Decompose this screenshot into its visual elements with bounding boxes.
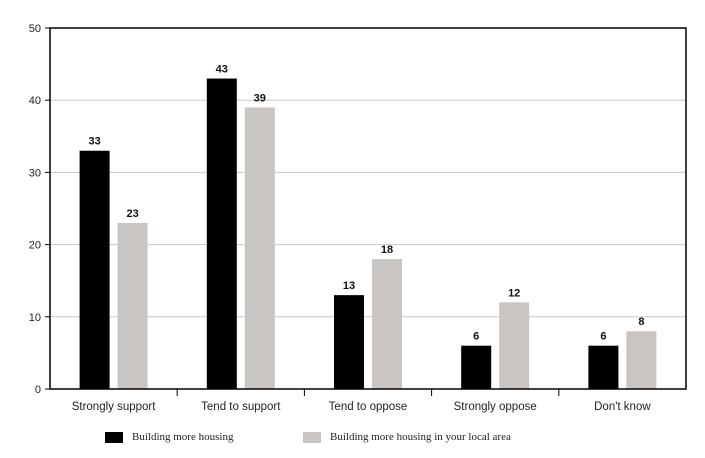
bar-series-2-cat-3 bbox=[499, 302, 530, 389]
bar-series-1-cat-2 bbox=[334, 295, 364, 389]
data-label-series-1-cat-1: 43 bbox=[216, 64, 228, 76]
data-label-series-2-cat-3: 12 bbox=[508, 287, 520, 299]
y-axis: 0 10 20 30 40 50 bbox=[29, 23, 50, 396]
data-label-series-1-cat-0: 33 bbox=[88, 136, 100, 148]
gridlines bbox=[50, 99, 686, 318]
x-category-label-3: Strongly oppose bbox=[454, 401, 537, 413]
data-label-series-1-cat-4: 6 bbox=[600, 331, 606, 343]
bar-series-2-cat-2 bbox=[372, 259, 402, 389]
y-tick-label-50: 50 bbox=[29, 23, 41, 35]
data-labels: 33 23 43 39 13 18 6 12 6 8 bbox=[88, 64, 644, 343]
x-axis: Strongly support Tend to support Tend to o… bbox=[72, 389, 651, 413]
bar-series-1-cat-1 bbox=[206, 78, 237, 389]
bars bbox=[79, 78, 657, 390]
data-label-series-2-cat-0: 23 bbox=[126, 208, 138, 220]
data-label-series-2-cat-1: 39 bbox=[254, 92, 266, 104]
legend-label-series-1: Building more housing bbox=[132, 431, 234, 443]
data-label-series-2-cat-2: 18 bbox=[381, 244, 393, 256]
data-label-series-1-cat-2: 13 bbox=[343, 280, 355, 292]
bar-series-1-cat-3 bbox=[461, 345, 492, 389]
plot-frame bbox=[49, 27, 687, 390]
bar-series-2-cat-1 bbox=[244, 107, 275, 390]
x-category-label-0: Strongly support bbox=[72, 401, 157, 413]
y-tick-label-40: 40 bbox=[29, 95, 41, 107]
x-category-label-4: Don't know bbox=[594, 401, 651, 413]
y-tick-label-10: 10 bbox=[29, 312, 41, 324]
bar-series-1-cat-4 bbox=[588, 345, 619, 389]
legend-item-building-more-housing: Building more housing bbox=[105, 431, 233, 443]
legend: Building more housing Building more hous… bbox=[0, 431, 705, 451]
y-tick-label-0: 0 bbox=[35, 384, 41, 396]
x-category-label-1: Tend to support bbox=[201, 401, 281, 413]
legend-item-building-more-housing-local: Building more housing in your local area bbox=[303, 431, 511, 443]
bar-series-2-cat-4 bbox=[626, 331, 657, 389]
legend-swatch-series-1 bbox=[105, 431, 123, 443]
bar-series-2-cat-0 bbox=[117, 222, 148, 389]
bar-series-1-cat-0 bbox=[79, 150, 110, 389]
legend-label-series-2: Building more housing in your local area bbox=[330, 431, 511, 443]
legend-swatch-series-2 bbox=[303, 431, 321, 443]
x-category-label-2: Tend to oppose bbox=[329, 401, 408, 413]
data-label-series-1-cat-3: 6 bbox=[473, 331, 479, 343]
data-label-series-2-cat-4: 8 bbox=[638, 316, 644, 328]
y-tick-label-30: 30 bbox=[29, 167, 41, 179]
y-tick-label-20: 20 bbox=[29, 240, 41, 252]
